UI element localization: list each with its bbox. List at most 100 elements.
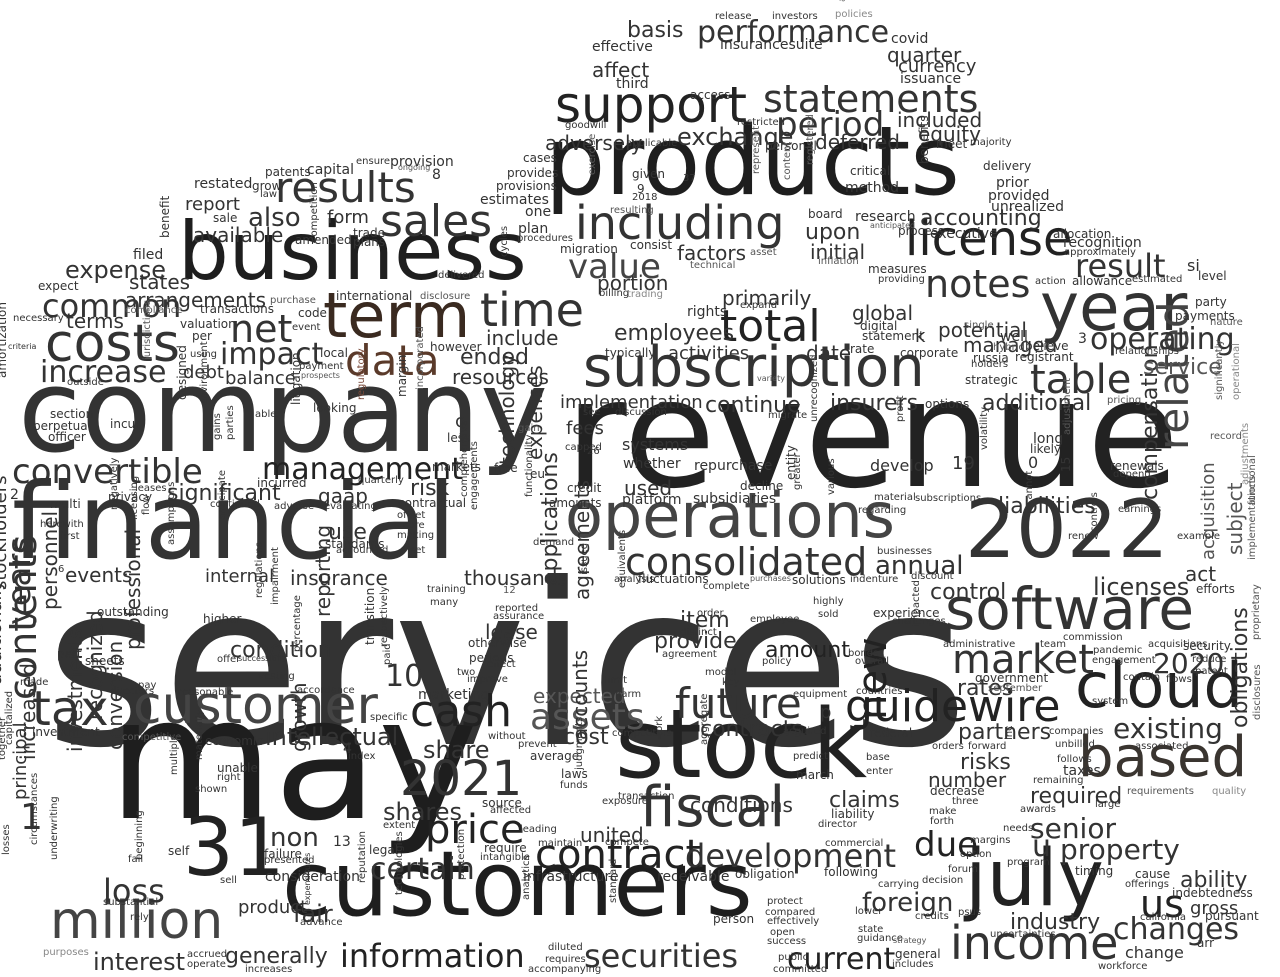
word-partners: partners [958, 720, 1052, 745]
word-economic: economic [205, 734, 263, 748]
word-potential: potential [938, 318, 1027, 342]
word-strategic: strategic [965, 373, 1018, 387]
word-standards: standards [325, 537, 385, 551]
word-requirements: requirements [1127, 786, 1194, 797]
word-given: given [632, 167, 666, 181]
word-unrecognized: unrecognized [809, 354, 820, 422]
word-funds: funds [560, 780, 588, 791]
word-california: california [1140, 912, 1187, 923]
word-report: report [185, 194, 240, 215]
word-base: base [866, 752, 890, 763]
word-operating: operating [1090, 322, 1235, 357]
word-volatility: volatility [979, 406, 990, 450]
word-expect: expect [38, 279, 79, 293]
word-needs: needs [1003, 823, 1034, 834]
word-acquired: acquired [783, 726, 827, 737]
word-three: three [952, 796, 979, 807]
word-awards: awards [1020, 804, 1056, 815]
word-measures: measures [868, 262, 927, 276]
word-effective: effective [592, 39, 653, 55]
word-cause: cause [1135, 867, 1171, 881]
word-expected: expected [533, 684, 626, 708]
word-improve: improve [467, 674, 508, 685]
word-receivable: receivable [657, 869, 730, 885]
word-administrative: administrative [943, 639, 1016, 650]
word-result: result [1075, 247, 1166, 285]
word-acquisition: acquisition [1198, 462, 1219, 560]
word-u: u [1032, 829, 1052, 864]
word-enter: enter [866, 766, 893, 777]
word-equity: equity [918, 122, 981, 146]
word-law: law [260, 189, 278, 200]
word-decision: decision [922, 875, 964, 886]
word-jurisdictions: jurisdictions [142, 299, 153, 360]
word-regulatory: regulatory [356, 348, 367, 400]
word-impacted: impacted [911, 580, 922, 627]
word-presented: presented [264, 855, 315, 866]
word-technologies: technologies [394, 831, 405, 895]
word-represent: represent [751, 125, 762, 174]
word-offer: offer [217, 654, 241, 665]
word-capital: capital [307, 162, 355, 178]
word-accordance: accordance [297, 685, 355, 696]
word-necessary: necessary [13, 313, 64, 324]
word-ability: ability [1180, 868, 1248, 893]
word-net: net [230, 307, 293, 351]
word-term: term [323, 279, 471, 352]
word-rights: rights [687, 304, 728, 320]
word-resulting: resulting [610, 205, 654, 216]
word-companies: companies [1049, 726, 1104, 737]
word-timing: timing [1075, 864, 1114, 878]
word-taxes: taxes [1063, 763, 1101, 779]
word-expenditures: expenditures [303, 852, 312, 905]
word-employees: employees [614, 321, 735, 346]
word-payments: payments [1175, 309, 1235, 323]
word-meet: meet [936, 137, 968, 151]
word-right: right [217, 772, 241, 783]
word-performance: performance [697, 15, 890, 50]
word-revenue: revenue [565, 348, 1180, 522]
word-countries: countries [856, 686, 903, 697]
word-lower: lower [855, 906, 883, 917]
word-registrant: registrant [1015, 350, 1074, 364]
word-operational: operational [1231, 343, 1242, 400]
word-goodwill: goodwill [565, 120, 607, 131]
word-insurancesuite: insurancesuite [720, 37, 823, 53]
word-pay: pay [138, 680, 157, 691]
word-extent: extent [383, 820, 416, 831]
word-covid: covid [891, 31, 929, 47]
word-trade: trade [353, 226, 385, 240]
word-infrastructure: infrastructure [523, 869, 619, 885]
word-free: free [494, 461, 518, 475]
word-engagements: engagements [469, 441, 480, 510]
word-expand: expand [740, 300, 778, 311]
word-intellectual: intellectual [265, 723, 399, 751]
word-subsidiaries: subsidiaries [693, 491, 777, 507]
word-payment: payment [299, 361, 344, 372]
word-conditions: conditions [690, 793, 793, 817]
word-designed: designed [175, 345, 189, 400]
word-securities: securities [584, 937, 739, 975]
word-stockholders: stockholders [0, 475, 11, 590]
word-acquisitions: acquisitions [1148, 639, 1208, 650]
word-single: single [964, 320, 994, 331]
word-third: third [616, 76, 649, 92]
word-fair: fair [293, 900, 333, 928]
word-initial: initial [810, 240, 865, 264]
word-technology: technology [495, 353, 519, 465]
word-successfully: successfully [238, 654, 287, 663]
word-stock: stock [615, 690, 868, 800]
word-industry: industry [1010, 910, 1101, 935]
word-indenture: indenture [850, 574, 899, 585]
word-compete: compete [605, 837, 649, 848]
word-hybrid: hybrid [993, 342, 1025, 353]
word-liability: liability [831, 807, 875, 821]
word-options: options [925, 397, 970, 411]
word-data: data [345, 336, 440, 385]
word-events: events [65, 563, 133, 587]
word-increase: increase [40, 355, 167, 390]
word-forth: forth [930, 816, 955, 827]
word-record: record [1210, 431, 1242, 442]
word-offset: offset [397, 510, 426, 521]
word-due: due [914, 825, 979, 865]
